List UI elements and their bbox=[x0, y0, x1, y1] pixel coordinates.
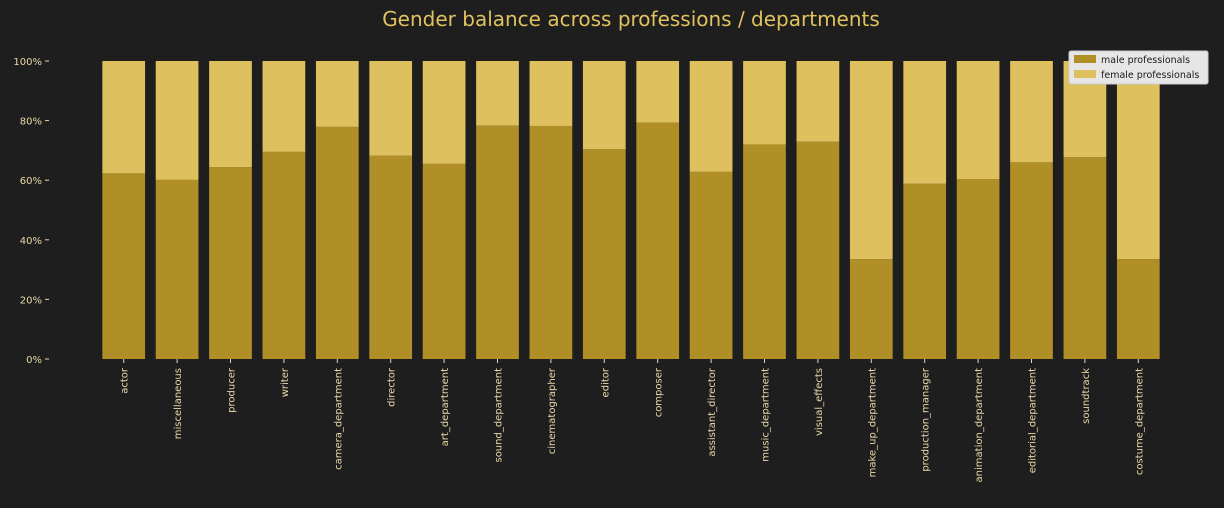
bar-male-soundtrack bbox=[1063, 157, 1107, 359]
x-tick-label: visual_effects bbox=[814, 368, 825, 436]
bar-male-composer bbox=[636, 122, 680, 359]
legend-swatch-female bbox=[1074, 70, 1096, 78]
bar-male-sound-department bbox=[476, 125, 519, 359]
y-tick-label: 40% bbox=[20, 236, 42, 247]
bar-male-assistant-director bbox=[689, 171, 733, 359]
x-tick-label: camera_department bbox=[333, 368, 344, 470]
x-tick-label: production_manager bbox=[921, 367, 932, 472]
bar-female-visual-effects bbox=[796, 61, 840, 142]
legend-label-male: male professionals bbox=[1101, 55, 1190, 66]
bar-male-costume-department bbox=[1116, 259, 1160, 359]
x-tick-label: soundtrack bbox=[1081, 368, 1092, 424]
bar-female-cinematographer bbox=[529, 61, 573, 126]
y-axis: 0% 20% 40% 60% 80% 100% bbox=[13, 57, 49, 366]
x-tick-label: sound_department bbox=[494, 368, 505, 463]
y-tick-label: 80% bbox=[20, 117, 42, 128]
x-tick-label: make_up_department bbox=[867, 368, 878, 477]
bar-male-cinematographer bbox=[529, 125, 573, 360]
x-tick-label: editor bbox=[600, 367, 611, 397]
bar-male-music-department bbox=[743, 144, 786, 359]
x-tick-label: director bbox=[387, 367, 398, 407]
bar-female-music-department bbox=[743, 61, 786, 145]
bar-male-production-manager bbox=[903, 183, 947, 359]
bar-female-animation-department bbox=[956, 61, 1000, 180]
bar-male-editorial-department bbox=[1010, 162, 1053, 359]
x-axis: actor miscellaneous producer writer camera_d… bbox=[120, 359, 1145, 483]
x-tick-label: writer bbox=[280, 367, 291, 397]
x-tick-label: animation_department bbox=[974, 368, 985, 483]
chart-title: Gender balance across professions / depa… bbox=[382, 7, 880, 31]
x-tick-label: assistant_director bbox=[707, 367, 718, 457]
bar-female-composer bbox=[636, 61, 680, 123]
bar-female-costume-department bbox=[1116, 61, 1160, 260]
y-tick-label: 100% bbox=[13, 57, 42, 68]
bar-male-actor bbox=[102, 173, 146, 359]
bar-female-art-department bbox=[422, 61, 466, 164]
bar-female-sound-department bbox=[476, 61, 519, 126]
legend-box bbox=[1068, 50, 1209, 85]
bars bbox=[102, 61, 1160, 360]
bar-male-producer bbox=[209, 167, 252, 359]
legend-swatch-male bbox=[1074, 55, 1096, 63]
y-tick-label: 60% bbox=[20, 176, 42, 187]
bar-male-visual-effects bbox=[796, 141, 840, 359]
x-tick-label: editorial_department bbox=[1028, 368, 1039, 473]
x-tick-label: music_department bbox=[761, 368, 772, 462]
x-tick-label: producer bbox=[227, 367, 238, 413]
x-tick-label: composer bbox=[654, 367, 665, 417]
bar-female-miscellaneous bbox=[155, 61, 199, 180]
x-tick-label: miscellaneous bbox=[173, 368, 184, 439]
bar-female-editorial-department bbox=[1010, 61, 1053, 163]
x-tick-label: actor bbox=[120, 367, 131, 394]
bar-female-producer bbox=[209, 61, 252, 168]
bar-male-editor bbox=[582, 149, 626, 359]
bar-female-make-up-department bbox=[849, 61, 893, 260]
legend: male professionals female professionals bbox=[1068, 50, 1209, 85]
bar-male-art-department bbox=[422, 163, 466, 359]
bar-female-camera-department bbox=[315, 61, 359, 127]
bar-female-production-manager bbox=[903, 61, 947, 184]
bar-male-writer bbox=[262, 151, 306, 359]
bar-female-assistant-director bbox=[689, 61, 733, 172]
bar-female-director bbox=[369, 61, 413, 156]
bar-male-camera-department bbox=[315, 126, 359, 359]
bar-male-director bbox=[369, 155, 413, 359]
bar-male-make-up-department bbox=[849, 259, 893, 359]
bar-female-actor bbox=[102, 61, 146, 174]
x-tick-label: costume_department bbox=[1134, 368, 1145, 475]
bar-male-miscellaneous bbox=[155, 179, 199, 359]
bar-female-writer bbox=[262, 61, 306, 152]
bar-female-editor bbox=[582, 61, 626, 150]
x-tick-label: cinematographer bbox=[547, 367, 558, 454]
x-tick-label: art_department bbox=[440, 368, 451, 446]
legend-label-female: female professionals bbox=[1101, 70, 1199, 81]
bar-male-animation-department bbox=[956, 179, 1000, 359]
y-tick-label: 0% bbox=[26, 355, 42, 366]
y-tick-label: 20% bbox=[20, 295, 42, 306]
